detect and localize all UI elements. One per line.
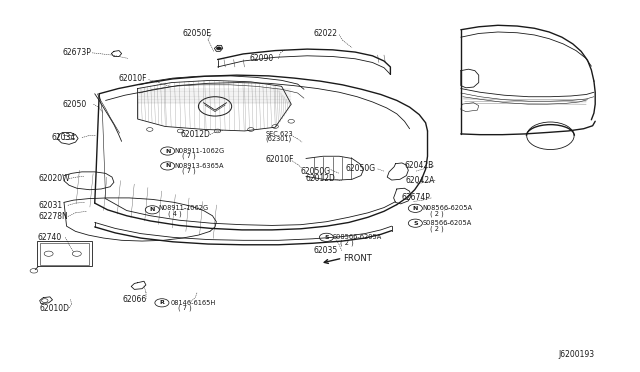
Text: 62010F: 62010F xyxy=(118,74,147,83)
Text: N08911-1062G: N08911-1062G xyxy=(159,205,209,211)
Text: 62090: 62090 xyxy=(250,54,274,63)
Text: S: S xyxy=(413,221,418,226)
Text: 62050: 62050 xyxy=(63,100,87,109)
Text: 62050G: 62050G xyxy=(346,164,376,173)
Text: 62010F: 62010F xyxy=(266,155,294,164)
Text: ( 4 ): ( 4 ) xyxy=(168,210,182,217)
Text: S08566-6205A: S08566-6205A xyxy=(333,234,382,240)
Bar xyxy=(40,243,89,265)
Text: 62012D: 62012D xyxy=(306,174,336,183)
Text: N: N xyxy=(413,206,418,211)
Text: (62301): (62301) xyxy=(266,136,292,142)
Text: 62042B: 62042B xyxy=(404,161,434,170)
Text: 62022: 62022 xyxy=(314,29,338,38)
Text: 62012D: 62012D xyxy=(180,130,211,139)
Text: R: R xyxy=(159,300,164,305)
Bar xyxy=(37,241,92,266)
Text: 62674P: 62674P xyxy=(402,193,431,202)
Text: N: N xyxy=(150,207,155,212)
Text: S08566-6205A: S08566-6205A xyxy=(422,220,472,226)
Text: 62035: 62035 xyxy=(314,246,338,255)
Text: 62278N: 62278N xyxy=(38,212,68,221)
Text: 62031: 62031 xyxy=(38,201,63,210)
Text: 62042A: 62042A xyxy=(406,176,435,185)
Text: N08566-6205A: N08566-6205A xyxy=(422,205,472,211)
Text: SEC.623: SEC.623 xyxy=(266,131,293,137)
Text: N: N xyxy=(165,163,170,169)
Circle shape xyxy=(216,47,221,50)
Text: J6200193: J6200193 xyxy=(558,350,594,359)
Text: ( 2 ): ( 2 ) xyxy=(430,210,444,217)
Text: 62010D: 62010D xyxy=(40,304,70,312)
Text: FRONT: FRONT xyxy=(343,254,372,263)
Text: N08911-1062G: N08911-1062G xyxy=(174,148,224,154)
Text: S: S xyxy=(324,235,329,240)
Text: 62740: 62740 xyxy=(37,233,61,242)
Text: ( 7 ): ( 7 ) xyxy=(182,168,196,174)
Text: 62673P: 62673P xyxy=(63,48,92,57)
Text: ( 2 ): ( 2 ) xyxy=(340,239,354,246)
Text: ( 2 ): ( 2 ) xyxy=(430,225,444,232)
Text: 62034: 62034 xyxy=(51,133,76,142)
Text: 08146-6165H: 08146-6165H xyxy=(170,300,216,306)
Text: 62050E: 62050E xyxy=(182,29,211,38)
Text: N: N xyxy=(165,148,170,154)
Text: 62066: 62066 xyxy=(123,295,147,304)
Text: N08913-6365A: N08913-6365A xyxy=(174,163,223,169)
Text: ( 7 ): ( 7 ) xyxy=(182,153,196,160)
Text: 62020W: 62020W xyxy=(38,174,70,183)
Text: 62050G: 62050G xyxy=(301,167,331,176)
Text: ( 7 ): ( 7 ) xyxy=(178,305,191,311)
